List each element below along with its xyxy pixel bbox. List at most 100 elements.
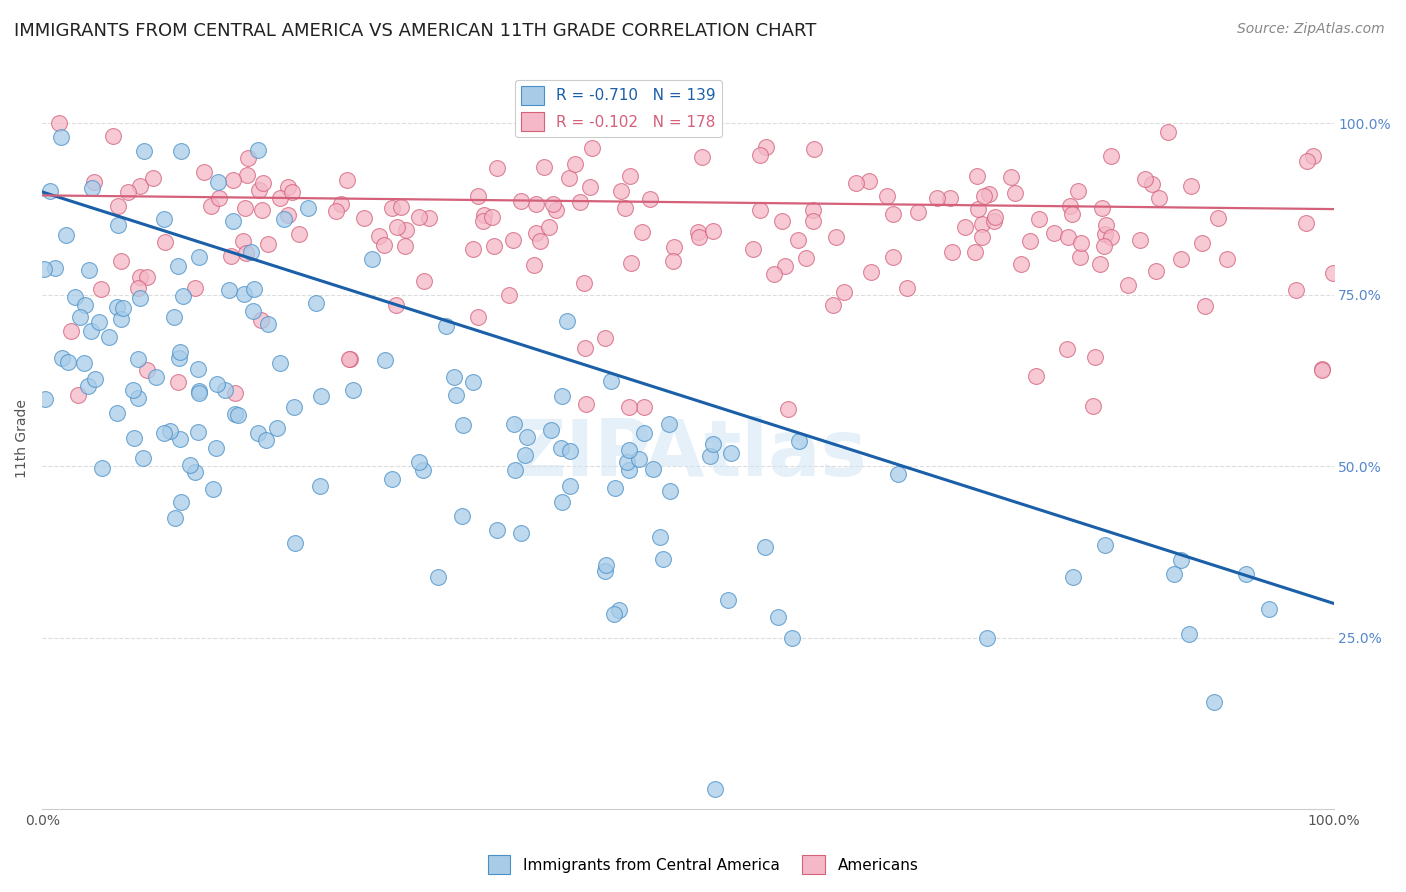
Point bbox=[145, 369, 167, 384]
Point bbox=[972, 217, 994, 231]
Point bbox=[605, 481, 627, 495]
Point bbox=[246, 143, 269, 157]
Point bbox=[266, 420, 288, 434]
Point bbox=[533, 160, 555, 174]
Point bbox=[662, 254, 685, 268]
Point bbox=[1069, 250, 1091, 264]
Point bbox=[219, 249, 242, 263]
Point bbox=[269, 191, 291, 205]
Point bbox=[1099, 230, 1122, 244]
Point bbox=[193, 164, 215, 178]
Point bbox=[1060, 207, 1083, 221]
Point bbox=[1028, 212, 1050, 227]
Point bbox=[537, 220, 560, 235]
Point bbox=[80, 324, 103, 338]
Point bbox=[1084, 350, 1107, 364]
Point bbox=[66, 387, 89, 401]
Point bbox=[984, 210, 1007, 224]
Point bbox=[603, 607, 626, 621]
Point bbox=[742, 243, 765, 257]
Point bbox=[373, 238, 395, 252]
Point bbox=[688, 225, 710, 239]
Point bbox=[167, 375, 190, 389]
Point bbox=[256, 318, 278, 332]
Point bbox=[240, 244, 263, 259]
Point bbox=[1191, 236, 1213, 251]
Point bbox=[658, 483, 681, 498]
Point bbox=[801, 214, 824, 228]
Point bbox=[105, 406, 128, 420]
Point bbox=[353, 211, 375, 225]
Point bbox=[98, 330, 121, 344]
Point bbox=[953, 220, 976, 235]
Point bbox=[247, 183, 270, 197]
Point bbox=[305, 296, 328, 310]
Point bbox=[257, 237, 280, 252]
Point bbox=[509, 526, 531, 541]
Point bbox=[1018, 234, 1040, 248]
Point bbox=[882, 250, 904, 264]
Point bbox=[142, 171, 165, 186]
Point bbox=[876, 189, 898, 203]
Point bbox=[564, 156, 586, 170]
Point bbox=[1204, 695, 1226, 709]
Point bbox=[690, 149, 713, 163]
Point bbox=[773, 259, 796, 273]
Point bbox=[122, 383, 145, 397]
Point bbox=[80, 181, 103, 195]
Point bbox=[755, 139, 778, 153]
Point bbox=[1178, 626, 1201, 640]
Point bbox=[170, 144, 193, 158]
Point bbox=[418, 211, 440, 226]
Point bbox=[451, 417, 474, 432]
Point bbox=[443, 369, 465, 384]
Point bbox=[214, 384, 236, 398]
Point bbox=[748, 202, 770, 217]
Point bbox=[412, 274, 434, 288]
Legend: R = -0.710   N = 139, R = -0.102   N = 178: R = -0.710 N = 139, R = -0.102 N = 178 bbox=[515, 80, 721, 137]
Point bbox=[1295, 216, 1317, 230]
Point bbox=[481, 211, 503, 225]
Point bbox=[153, 235, 176, 249]
Point bbox=[461, 375, 484, 389]
Point bbox=[129, 179, 152, 194]
Point bbox=[1170, 252, 1192, 267]
Point bbox=[1062, 570, 1084, 584]
Point bbox=[1322, 266, 1344, 280]
Point bbox=[39, 184, 62, 198]
Point bbox=[152, 426, 174, 441]
Point bbox=[83, 175, 105, 189]
Point bbox=[1000, 169, 1022, 184]
Point bbox=[882, 207, 904, 221]
Y-axis label: 11th Grade: 11th Grade bbox=[15, 400, 30, 478]
Point bbox=[607, 603, 630, 617]
Point bbox=[179, 458, 201, 472]
Point bbox=[1170, 553, 1192, 567]
Point bbox=[243, 282, 266, 296]
Point bbox=[1056, 342, 1078, 356]
Point bbox=[254, 433, 277, 447]
Point bbox=[1092, 239, 1115, 253]
Point bbox=[283, 401, 305, 415]
Point bbox=[252, 176, 274, 190]
Point bbox=[73, 356, 96, 370]
Point bbox=[617, 462, 640, 476]
Point bbox=[560, 443, 582, 458]
Point bbox=[482, 239, 505, 253]
Point bbox=[187, 361, 209, 376]
Point bbox=[129, 291, 152, 305]
Point bbox=[101, 128, 124, 143]
Point bbox=[269, 355, 291, 369]
Point bbox=[169, 432, 191, 446]
Point bbox=[368, 228, 391, 243]
Point bbox=[619, 169, 641, 183]
Point bbox=[640, 192, 662, 206]
Point bbox=[983, 214, 1005, 228]
Point bbox=[309, 389, 332, 403]
Point bbox=[524, 197, 547, 211]
Point bbox=[49, 130, 72, 145]
Point bbox=[1067, 185, 1090, 199]
Point bbox=[939, 191, 962, 205]
Point bbox=[1302, 149, 1324, 163]
Point bbox=[110, 311, 132, 326]
